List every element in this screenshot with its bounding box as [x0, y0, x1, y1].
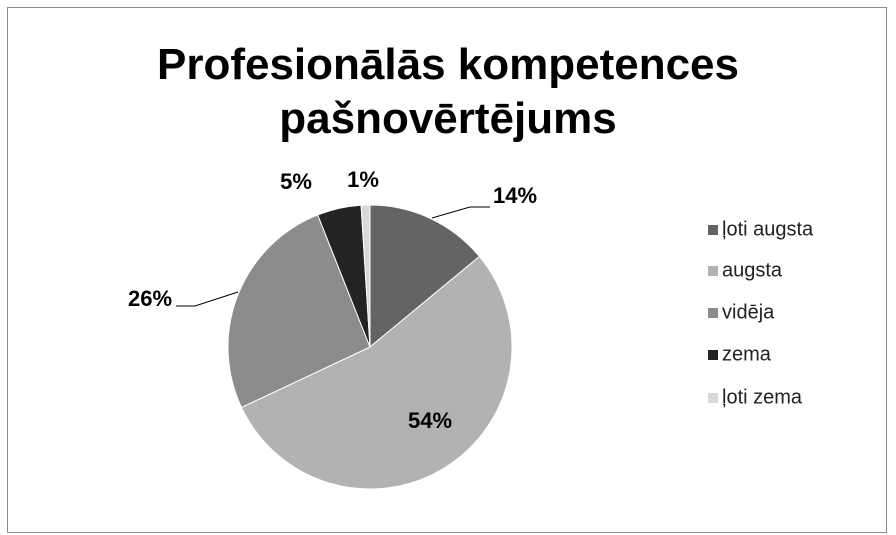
- legend-swatch: [708, 308, 718, 318]
- legend-label: ļoti augsta: [722, 218, 814, 240]
- chart-title: Profesionālās kompetences pašnovērtējums: [156, 40, 739, 143]
- legend-swatch: [708, 350, 718, 360]
- legend-label: vidēja: [722, 301, 775, 323]
- pie-slice: [227, 214, 371, 409]
- legend-label: augsta: [722, 259, 783, 281]
- legend-label: zema: [722, 343, 772, 365]
- data-label: 1%: [347, 167, 379, 192]
- pie-slice: [360, 204, 371, 348]
- legend-swatch: [708, 266, 718, 276]
- legend-swatch: [708, 225, 718, 235]
- leader-line: [431, 206, 490, 219]
- data-label: 26%: [128, 286, 172, 311]
- legend-swatch: [708, 393, 718, 403]
- pie-slice: [240, 255, 513, 490]
- data-label: 54%: [408, 408, 452, 433]
- data-label: 14%: [493, 183, 537, 208]
- pie-slice: [369, 204, 481, 349]
- data-label: 5%: [280, 169, 312, 194]
- leader-line: [176, 291, 239, 307]
- legend-label: ļoti zema: [722, 386, 803, 408]
